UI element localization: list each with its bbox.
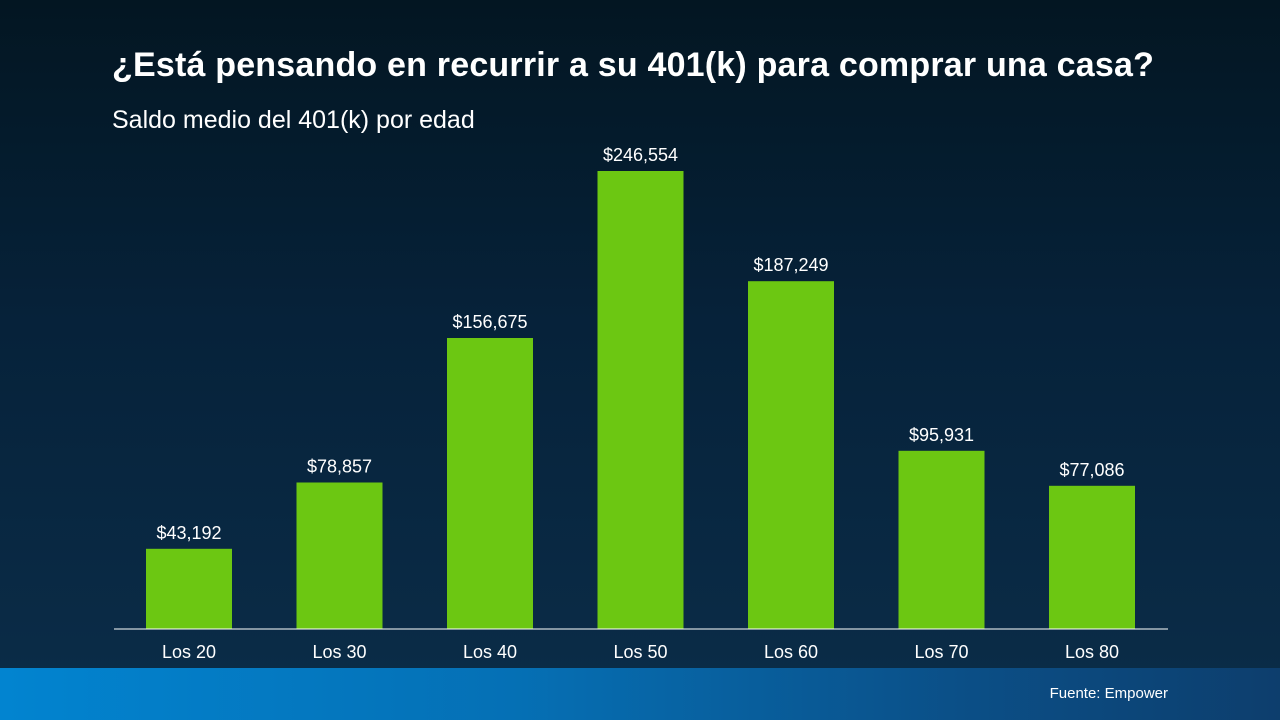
bar-5 bbox=[898, 450, 985, 629]
value-label-4: $187,249 bbox=[753, 255, 828, 275]
value-label-5: $95,931 bbox=[909, 425, 974, 445]
chart-subtitle: Saldo medio del 401(k) por edad bbox=[112, 106, 475, 134]
bar-0 bbox=[146, 548, 232, 629]
value-label-3: $246,554 bbox=[603, 145, 678, 165]
bar-6 bbox=[1049, 485, 1135, 629]
bar-4 bbox=[748, 281, 834, 629]
source-note: Fuente: Empower bbox=[1049, 685, 1168, 702]
bar-chart: $43,192 $78,857 $156,675 $246,554 $187,249 $9… bbox=[146, 145, 1135, 662]
x-tick-label-1: Los 30 bbox=[312, 642, 366, 662]
footer-bar: Fuente: Empower bbox=[0, 668, 1280, 720]
bar-2 bbox=[447, 338, 533, 629]
value-label-1: $78,857 bbox=[307, 457, 372, 477]
bar-3 bbox=[597, 171, 684, 629]
x-tick-labels-group: Los 20 Los 30 Los 40 Los 50 Los 60 Los 70 Los … bbox=[162, 642, 1119, 662]
value-labels-group: $43,192 $78,857 $156,675 $246,554 $187,249 $9… bbox=[156, 145, 1124, 543]
x-tick-label-2: Los 40 bbox=[463, 642, 517, 662]
x-tick-label-0: Los 20 bbox=[162, 642, 216, 662]
value-label-6: $77,086 bbox=[1059, 460, 1124, 480]
x-tick-label-5: Los 70 bbox=[914, 642, 968, 662]
chart-title: ¿Está pensando en recurrir a su 401(k) p… bbox=[112, 46, 1155, 84]
bar-1 bbox=[296, 482, 383, 629]
value-label-2: $156,675 bbox=[452, 312, 527, 332]
x-tick-label-4: Los 60 bbox=[764, 642, 818, 662]
bars-group bbox=[146, 171, 1135, 629]
x-tick-label-3: Los 50 bbox=[613, 642, 667, 662]
x-tick-label-6: Los 80 bbox=[1065, 642, 1119, 662]
value-label-0: $43,192 bbox=[156, 523, 221, 543]
